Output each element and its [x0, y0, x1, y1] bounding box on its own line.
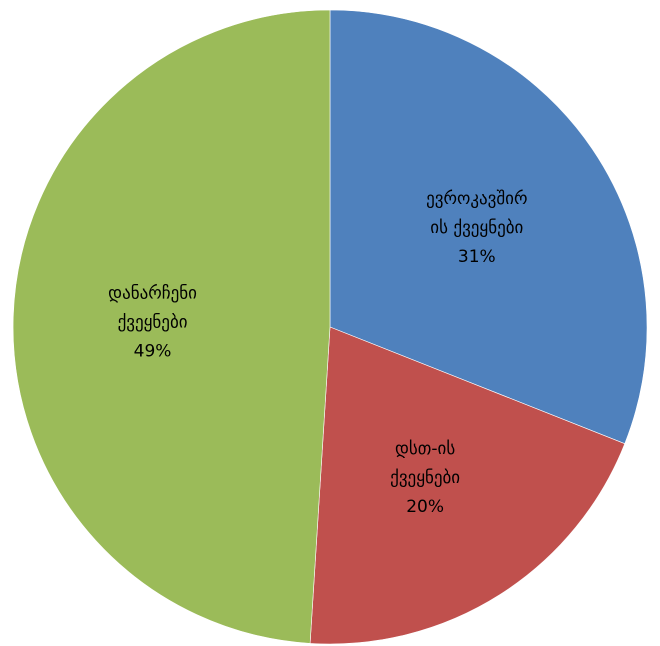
slice-name-line: დანარჩენი: [108, 283, 197, 303]
pie-slice-label-1: ევროკავშირ ის ქვეყნები 31%: [426, 189, 527, 267]
pie-slice-label-2: დსთ-ის ქვეყნები 20%: [390, 439, 460, 517]
slice-name-line: ევროკავშირ: [426, 189, 527, 209]
pie-slice-2: [309, 326, 626, 645]
slice-percent-label: 20%: [406, 497, 444, 517]
pie-slice-1: [329, 9, 648, 445]
pie-slice-3: [12, 9, 331, 644]
slice-name-line: ქვეყნები: [118, 312, 188, 332]
slice-percent-label: 49%: [134, 341, 172, 361]
slice-name-line: ის ქვეყნები: [430, 218, 523, 238]
slice-percent-label: 31%: [458, 247, 496, 267]
slice-name-line: ქვეყნები: [390, 468, 460, 488]
pie-slice-label-3: დანარჩენი ქვეყნები 49%: [108, 283, 197, 361]
slice-name-line: დსთ-ის: [395, 439, 455, 459]
